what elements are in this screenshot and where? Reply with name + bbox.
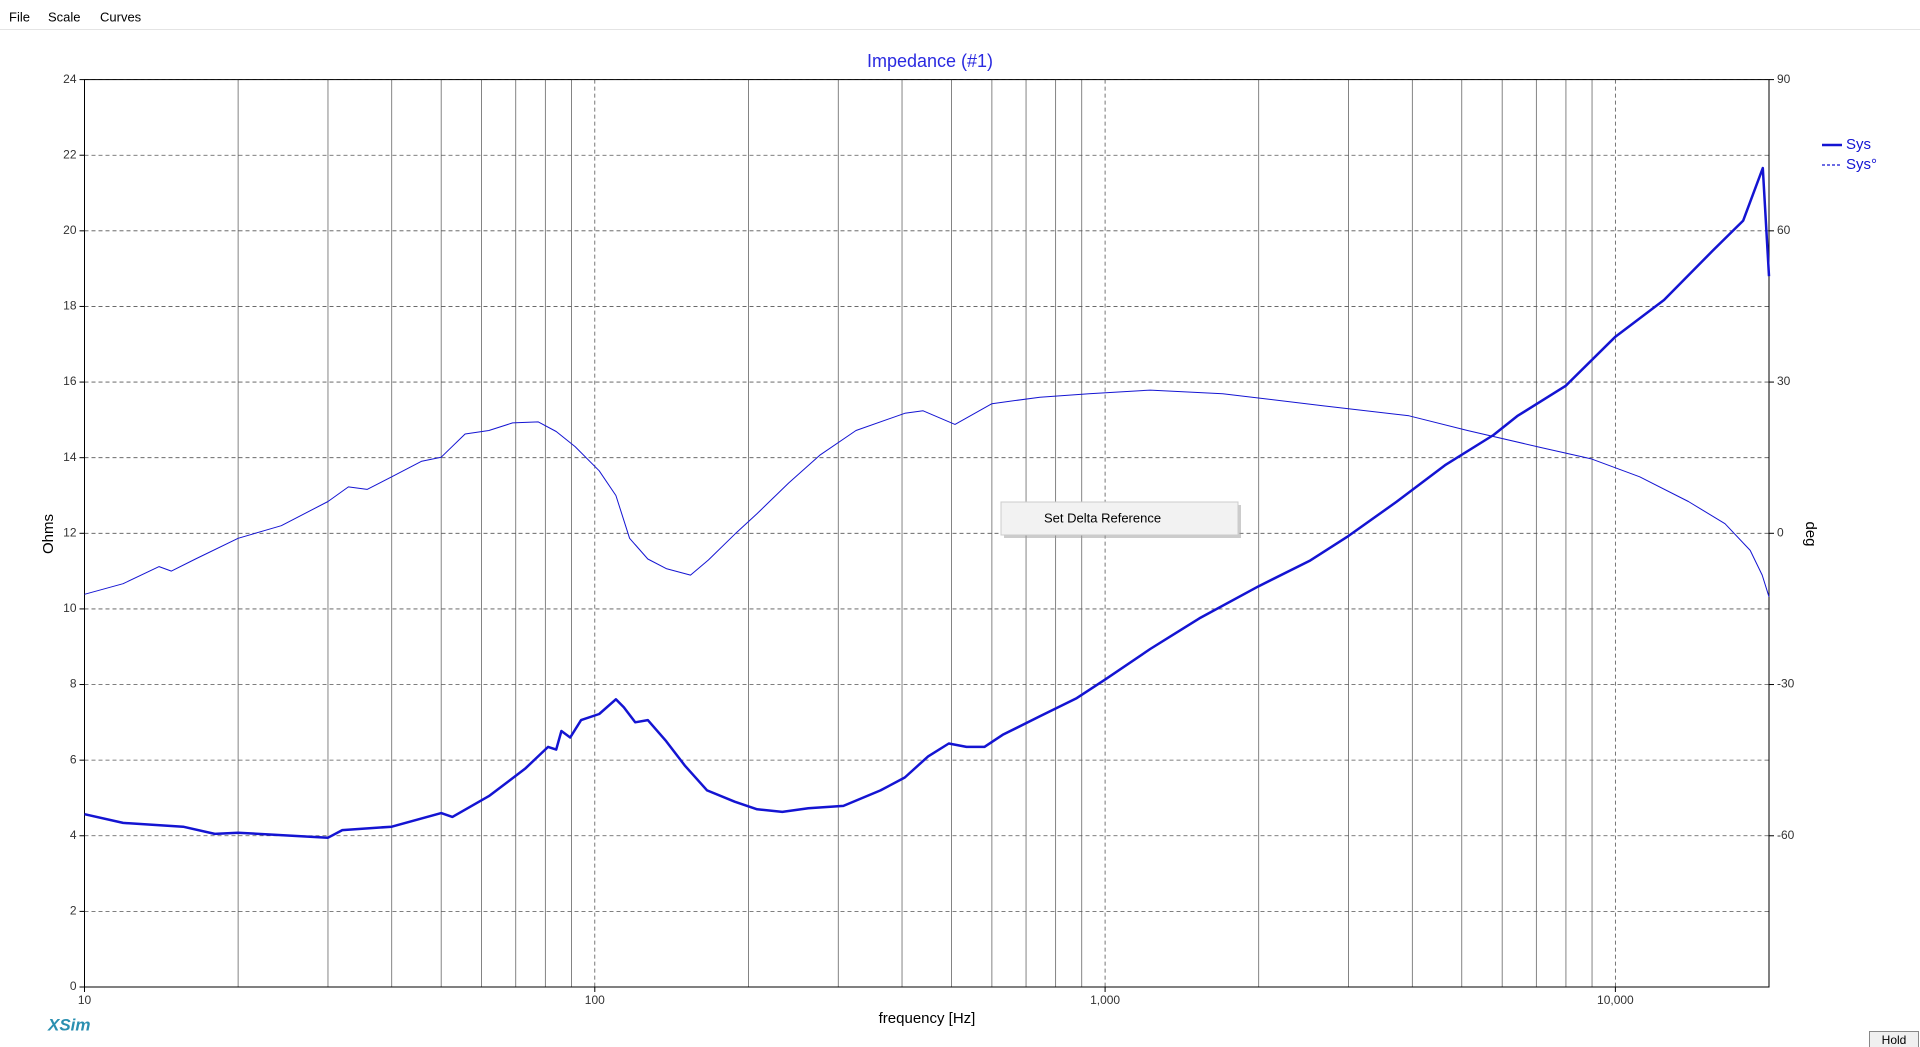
x-tick-label: 10,000 xyxy=(1597,993,1634,1007)
y-tick-label: 22 xyxy=(63,147,77,161)
y2-tick-label: 0 xyxy=(1777,525,1784,539)
menu-item[interactable]: File xyxy=(9,9,30,24)
x-axis-label: frequency [Hz] xyxy=(879,1010,976,1027)
y-tick-label: 12 xyxy=(63,525,77,539)
plot-frame xyxy=(84,79,1770,988)
legend-label: Sys xyxy=(1846,136,1871,153)
x-tick-label: 1,000 xyxy=(1090,993,1120,1007)
menu-item[interactable]: Curves xyxy=(100,9,142,24)
y-tick-label: 0 xyxy=(70,979,77,993)
y2-tick-label: 60 xyxy=(1777,223,1791,237)
legend-label: Sys° xyxy=(1846,156,1877,173)
y-tick-label: 14 xyxy=(63,450,77,464)
context-menu: Set Delta Reference xyxy=(1000,501,1241,538)
x-tick-label: 10 xyxy=(78,993,92,1007)
y2-tick-label: 30 xyxy=(1777,374,1791,388)
y-tick-label: 2 xyxy=(70,904,77,918)
y-axis-label: Ohms xyxy=(40,514,57,554)
x-tick-label: 100 xyxy=(585,993,605,1007)
y-tick-label: 16 xyxy=(63,374,77,388)
y-tick-label: 10 xyxy=(63,601,77,615)
series-line xyxy=(84,166,1771,839)
y2-axis-label: deg xyxy=(1802,521,1819,546)
y-tick-label: 24 xyxy=(63,72,77,86)
y-tick-label: 6 xyxy=(70,752,77,766)
context-menu-item[interactable]: Set Delta Reference xyxy=(1044,510,1161,525)
y2-tick-label: 90 xyxy=(1777,72,1791,86)
y-tick-label: 8 xyxy=(70,677,77,691)
app-logo: XSim xyxy=(47,1015,91,1034)
menu-bar xyxy=(0,0,1920,30)
series-line xyxy=(84,389,1770,597)
y-tick-label: 20 xyxy=(63,223,77,237)
menu-item[interactable]: Scale xyxy=(48,9,81,24)
hold-button[interactable] xyxy=(1869,1031,1919,1047)
y2-tick-label: -60 xyxy=(1777,828,1795,842)
y-tick-label: 4 xyxy=(70,828,77,842)
y-tick-label: 18 xyxy=(63,299,77,313)
y2-tick-label: -30 xyxy=(1777,677,1795,691)
menu-box xyxy=(1000,501,1239,536)
hold-button-label[interactable]: Hold xyxy=(1882,1033,1907,1047)
chart-title: Impedance (#1) xyxy=(867,51,993,71)
